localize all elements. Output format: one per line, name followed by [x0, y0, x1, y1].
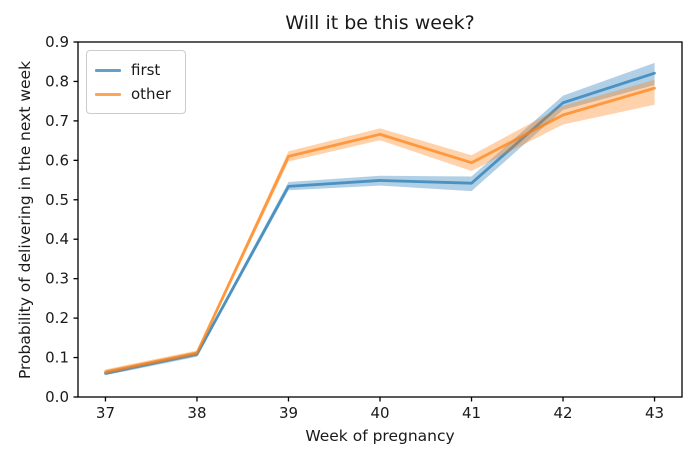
- legend: first other: [86, 50, 186, 114]
- y-tick-label: 0.6: [45, 151, 69, 169]
- y-tick-label: 0.0: [45, 388, 69, 406]
- y-tick-label: 0.2: [45, 309, 69, 327]
- x-axis-label: Week of pregnancy: [305, 427, 455, 445]
- x-tick-label: 42: [553, 404, 572, 422]
- x-tick-label: 40: [370, 404, 389, 422]
- x-tick-label: 38: [187, 404, 206, 422]
- series-line-other: [104, 86, 656, 374]
- legend-line-swatch-other: [95, 92, 121, 96]
- legend-item-other: other: [95, 82, 171, 106]
- y-tick-label: 0.8: [45, 72, 69, 90]
- legend-label-other: other: [131, 85, 171, 103]
- y-tick-label: 0.3: [45, 270, 69, 288]
- confidence-band-other: [105, 79, 655, 375]
- y-tick-label: 0.4: [45, 230, 69, 248]
- x-tick-label: 39: [279, 404, 298, 422]
- x-tick-label: 37: [96, 404, 115, 422]
- legend-line-swatch-first: [95, 68, 121, 72]
- y-tick-label: 0.7: [45, 112, 69, 130]
- confidence-band-first: [105, 62, 655, 376]
- series-line-first: [104, 71, 656, 375]
- y-tick-label: 0.9: [45, 33, 69, 51]
- y-tick-label: 0.1: [45, 349, 69, 367]
- legend-label-first: first: [131, 61, 161, 79]
- y-tick-label: 0.5: [45, 191, 69, 209]
- y-axis-label: Probability of delivering in the next we…: [16, 60, 34, 380]
- x-tick-label: 41: [462, 404, 481, 422]
- legend-item-first: first: [95, 58, 171, 82]
- chart-title: Will it be this week?: [285, 12, 475, 34]
- x-tick-label: 43: [645, 404, 664, 422]
